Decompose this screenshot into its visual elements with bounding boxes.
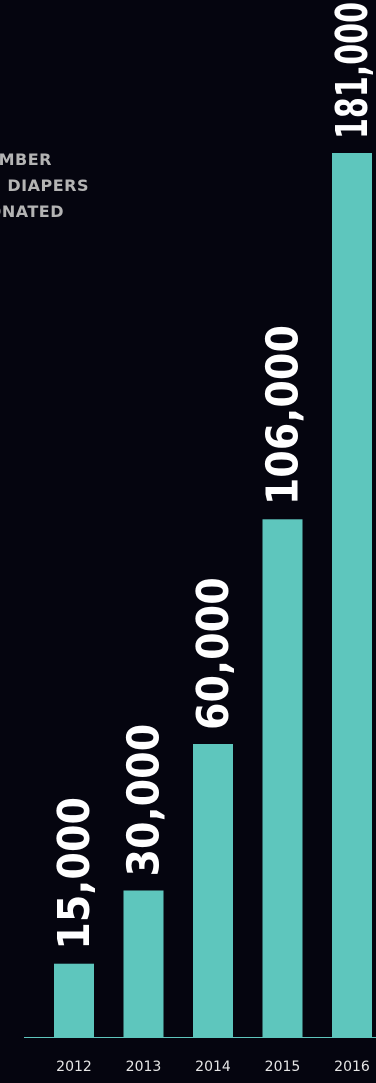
bar-2015 — [262, 519, 303, 1037]
x-tick-label-2016: 2016 — [334, 1059, 370, 1075]
value-label-2012: 15,000 — [49, 797, 100, 950]
bar-2016 — [332, 153, 372, 1037]
value-label-2014: 60,000 — [188, 577, 239, 730]
bar-2013 — [123, 890, 164, 1037]
title-line-2: OF DIAPERS — [0, 176, 89, 195]
x-tick-label-2013: 2013 — [126, 1059, 162, 1075]
value-label-2013: 30,000 — [119, 724, 170, 877]
title-line-1: NUMBER — [0, 150, 52, 169]
value-label-2016: 181,000 — [327, 2, 376, 139]
x-tick-label-2014: 2014 — [195, 1059, 231, 1075]
chart-title: NUMBER OF DIAPERS DONATED — [0, 150, 89, 221]
value-label-2015: 106,000 — [258, 325, 309, 505]
bar-2014 — [193, 744, 233, 1037]
bar-2012 — [54, 963, 94, 1037]
x-tick-label-2012: 2012 — [56, 1059, 92, 1075]
x-tick-labels-group: 2012 2013 2014 2015 2016 — [56, 1059, 370, 1075]
x-tick-label-2015: 2015 — [265, 1059, 301, 1075]
value-labels-group: 15,000 30,000 60,000 106,000 181,000 — [49, 2, 376, 950]
bars-group — [54, 153, 372, 1037]
title-line-3: DONATED — [0, 202, 64, 221]
